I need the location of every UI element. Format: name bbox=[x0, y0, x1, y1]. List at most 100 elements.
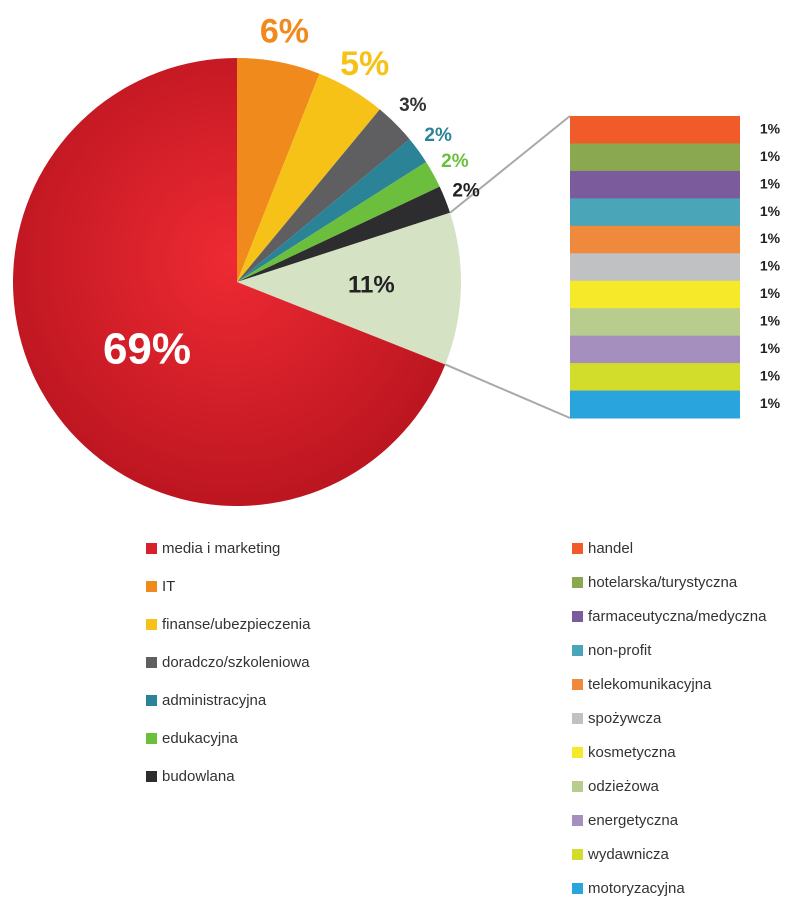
legend-swatch bbox=[572, 645, 583, 656]
bar-label-farmaceutyczna-medyczna: 1% bbox=[760, 175, 781, 191]
bar-segment-motoryzacyjna bbox=[570, 390, 740, 419]
legend-swatch bbox=[572, 815, 583, 826]
legend-item-spozywcza: spożywcza bbox=[572, 710, 661, 727]
legend-item-doradczo-szkoleniowa: doradczo/szkoleniowa bbox=[146, 654, 310, 671]
breakdown-connectors bbox=[444, 115, 571, 419]
legend-swatch bbox=[146, 657, 157, 668]
pie-label-it: 6% bbox=[260, 12, 309, 50]
pie-slice-media-i-marketing bbox=[13, 58, 446, 507]
bar-segment-energetyczna bbox=[570, 335, 740, 364]
legend-swatch bbox=[146, 581, 157, 592]
pie-label-administracyjna: 2% bbox=[424, 125, 452, 146]
bar-label-handel: 1% bbox=[760, 120, 781, 136]
pie-of-bar-chart: 1% 1% 1% 1% 1% 1% 1% 1% 1% 1% 1% 6% 5% 3% 2% 2% 2% 11% 69… bbox=[13, 12, 781, 507]
legend-breakdown: handel hotelarska/turystyczna farmaceutycz… bbox=[572, 540, 809, 920]
legend-label: odzieżowa bbox=[588, 778, 659, 795]
legend-swatch bbox=[146, 733, 157, 744]
bar-segment-hotelarska-turystyczna bbox=[570, 143, 740, 172]
legend-swatch bbox=[572, 577, 583, 588]
bar-segment-wydawnicza bbox=[570, 363, 740, 392]
legend-main: media i marketing IT finanse/ubezpieczenia… bbox=[146, 540, 446, 810]
bar-label-motoryzacyjna: 1% bbox=[760, 395, 781, 411]
legend-swatch bbox=[572, 747, 583, 758]
bar-label-telekomunikacyjna: 1% bbox=[760, 230, 781, 246]
legend-item-it: IT bbox=[146, 578, 175, 595]
legend-label: telekomunikacyjna bbox=[588, 676, 712, 693]
pie-slice-finanse-ubezpieczenia bbox=[237, 73, 380, 282]
legend-item-odziezowa: odzieżowa bbox=[572, 778, 659, 795]
legend-swatch bbox=[572, 679, 583, 690]
pie-label-budowlana: 2% bbox=[452, 180, 480, 201]
pie bbox=[13, 58, 461, 507]
bar-label-spozywcza: 1% bbox=[760, 258, 781, 274]
legend-item-wydawnicza: wydawnicza bbox=[572, 846, 669, 863]
legend-label: handel bbox=[588, 540, 634, 557]
legend-item-finanse-ubezpieczenia: finanse/ubezpieczenia bbox=[146, 616, 310, 633]
pie-slice-budowlana bbox=[237, 186, 451, 282]
pie-label-finanse-ubezpieczenia: 5% bbox=[340, 45, 389, 83]
legend-item-media-i-marketing: media i marketing bbox=[146, 540, 280, 557]
pie-label-edukacyjna: 2% bbox=[441, 151, 469, 172]
bar-segment-farmaceutyczna-medyczna bbox=[570, 170, 740, 199]
legend-label: doradczo/szkoleniowa bbox=[162, 654, 310, 671]
legend-label: farmaceutyczna/medyczna bbox=[588, 608, 767, 625]
pie-label-other: 11% bbox=[348, 272, 395, 299]
bar-label-kosmetyczna: 1% bbox=[760, 285, 781, 301]
legend-item-non-profit: non-profit bbox=[572, 642, 651, 659]
legend-label: non-profit bbox=[588, 642, 652, 659]
pie-slice-administracyjna bbox=[237, 139, 427, 282]
legend-label: spożywcza bbox=[588, 710, 662, 727]
legend-item-handel: handel bbox=[572, 540, 633, 557]
bar-label-wydawnicza: 1% bbox=[760, 368, 781, 384]
legend-label: kosmetyczna bbox=[588, 744, 676, 761]
bar-label-hotelarska-turystyczna: 1% bbox=[760, 148, 781, 164]
breakdown-bar: 1% 1% 1% 1% 1% 1% 1% 1% 1% 1% 1% bbox=[570, 116, 781, 419]
legend-label: IT bbox=[162, 578, 176, 595]
legend-label: hotelarska/turystyczna bbox=[588, 574, 738, 591]
legend-item-kosmetyczna: kosmetyczna bbox=[572, 744, 676, 761]
bar-label-energetyczna: 1% bbox=[760, 340, 781, 356]
bar-label-odziezowa: 1% bbox=[760, 313, 781, 329]
legend-label: administracyjna bbox=[162, 692, 267, 709]
legend-swatch bbox=[146, 543, 157, 554]
legend-swatch bbox=[572, 849, 583, 860]
pie-slice-other bbox=[237, 212, 461, 365]
legend-item-hotelarska-turystyczna: hotelarska/turystyczna bbox=[572, 574, 737, 591]
pie-slice-doradczo-szkoleniowa bbox=[237, 109, 410, 283]
legend-swatch bbox=[572, 781, 583, 792]
pie-labels: 6% 5% 3% 2% 2% 2% 11% 69% bbox=[103, 12, 480, 373]
legend-item-motoryzacyjna: motoryzacyjna bbox=[572, 880, 685, 897]
bar-segment-odziezowa bbox=[570, 308, 740, 337]
legend-label: budowlana bbox=[162, 768, 235, 785]
bar-label-non-profit: 1% bbox=[760, 203, 781, 219]
pie-label-doradczo-szkoleniowa: 3% bbox=[399, 95, 427, 116]
legend-item-farmaceutyczna-medyczna: farmaceutyczna/medyczna bbox=[572, 608, 766, 625]
legend-label: edukacyjna bbox=[162, 730, 238, 747]
legend-label: energetyczna bbox=[588, 812, 679, 829]
legend-item-energetyczna: energetyczna bbox=[572, 812, 678, 829]
legend-swatch bbox=[572, 883, 583, 894]
bar-segment-handel bbox=[570, 116, 740, 144]
legend-item-telekomunikacyjna: telekomunikacyjna bbox=[572, 676, 711, 693]
pie-label-media-i-marketing: 69% bbox=[103, 325, 191, 374]
legend-swatch bbox=[146, 619, 157, 630]
legend-swatch bbox=[146, 771, 157, 782]
legend-swatch bbox=[572, 543, 583, 554]
pie-slice-it bbox=[237, 58, 320, 282]
legend-swatch bbox=[572, 713, 583, 724]
legend-item-budowlana: budowlana bbox=[146, 768, 235, 785]
legend-item-edukacyjna: edukacyjna bbox=[146, 730, 238, 747]
legend-swatch bbox=[146, 695, 157, 706]
connector-line-bottom bbox=[444, 363, 571, 419]
bar-segment-kosmetyczna bbox=[570, 280, 740, 309]
bar-segment-telekomunikacyjna bbox=[570, 225, 740, 254]
connector-line-top bbox=[449, 115, 571, 214]
legend-swatch bbox=[572, 611, 583, 622]
legend-label: wydawnicza bbox=[588, 846, 669, 863]
legend-item-administracyjna: administracyjna bbox=[146, 692, 266, 709]
legend-label: finanse/ubezpieczenia bbox=[162, 616, 311, 633]
pie-slice-edukacyjna bbox=[237, 161, 440, 282]
bar-segment-spozywcza bbox=[570, 253, 740, 282]
legend-label: motoryzacyjna bbox=[588, 880, 685, 897]
bar-segment-non-profit bbox=[570, 198, 740, 227]
